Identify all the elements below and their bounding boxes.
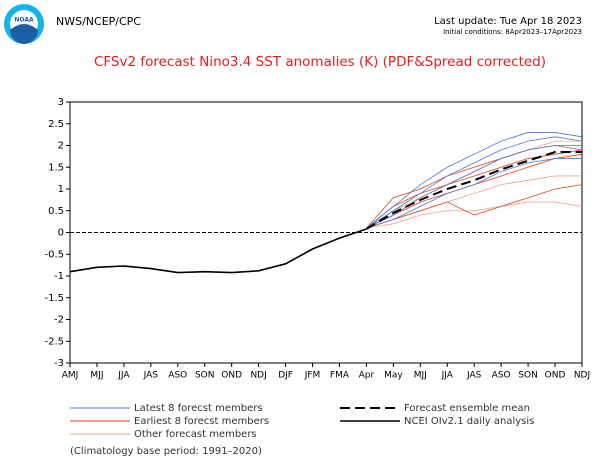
member-line <box>366 145 583 229</box>
y-tick-label: -2 <box>54 315 64 326</box>
y-tick-label: 1 <box>58 184 64 195</box>
legend-label: Earliest 8 forecst members <box>134 416 269 427</box>
y-tick-label: 2 <box>58 141 64 152</box>
logo-text: NOAA <box>14 17 34 24</box>
x-tick-label: MJJ <box>90 371 103 381</box>
member-line <box>366 132 583 229</box>
initial-conditions: Initial conditions: 8Apr2023–17Apr2023 <box>443 28 582 36</box>
x-tick-label: May <box>384 371 403 381</box>
agency: NWS/NCEP/CPC <box>56 15 141 28</box>
legend-label: Forecast ensemble mean <box>404 403 530 414</box>
x-tick-label: JJA <box>117 371 130 381</box>
x-tick-label: Apr <box>359 371 375 381</box>
x-tick-label: JJA <box>441 371 454 381</box>
noaa-logo: NOAA <box>4 4 44 44</box>
y-tick-label: -0.5 <box>44 249 64 260</box>
footnote: (Climatology base period: 1991–2020) <box>70 446 262 457</box>
member-line <box>366 201 583 229</box>
member-line <box>366 158 582 229</box>
legend-label: Latest 8 forecst members <box>134 403 263 414</box>
member-line <box>366 136 583 229</box>
observed-line <box>69 228 367 274</box>
y-tick-label: -1 <box>54 271 64 282</box>
y-tick-label: -1.5 <box>44 293 64 304</box>
x-tick-label: SON <box>518 371 538 381</box>
member-line <box>366 149 583 229</box>
x-tick-label: JAS <box>466 371 482 381</box>
y-tick-label: 3 <box>58 97 64 108</box>
x-tick-label: OND <box>545 371 566 381</box>
x-tick-label: JFM <box>304 371 321 381</box>
x-tick-label: AMJ <box>62 371 79 381</box>
y-tick-label: 2.5 <box>48 119 64 130</box>
legend-label: NCEI OIv2.1 daily analysis <box>404 416 534 427</box>
x-tick-label: ASO <box>168 371 187 381</box>
x-tick-label: MJJ <box>414 371 427 381</box>
y-tick-label: -3 <box>54 358 64 369</box>
x-tick-label: NDJ <box>574 371 590 381</box>
x-tick-label: JAS <box>143 371 159 381</box>
y-tick-label: 0 <box>58 228 64 239</box>
chart-title: CFSv2 forecast Nino3.4 SST anomalies (K)… <box>94 54 546 70</box>
x-tick-label: FMA <box>330 371 350 381</box>
member-line <box>366 145 582 229</box>
y-tick-label: -2.5 <box>44 336 64 347</box>
y-tick-label: 0.5 <box>48 206 64 217</box>
update: Last update: Tue Apr 18 2023 <box>434 16 582 27</box>
legend-label: Other forecast members <box>134 429 257 440</box>
x-tick-label: OND <box>221 371 242 381</box>
member-line <box>366 184 583 229</box>
x-tick-label: ASO <box>492 371 511 381</box>
x-tick-label: NDJ <box>250 371 266 381</box>
y-tick-label: 1.5 <box>48 162 64 173</box>
x-tick-label: DJF <box>278 371 293 381</box>
x-tick-label: SON <box>195 371 215 381</box>
